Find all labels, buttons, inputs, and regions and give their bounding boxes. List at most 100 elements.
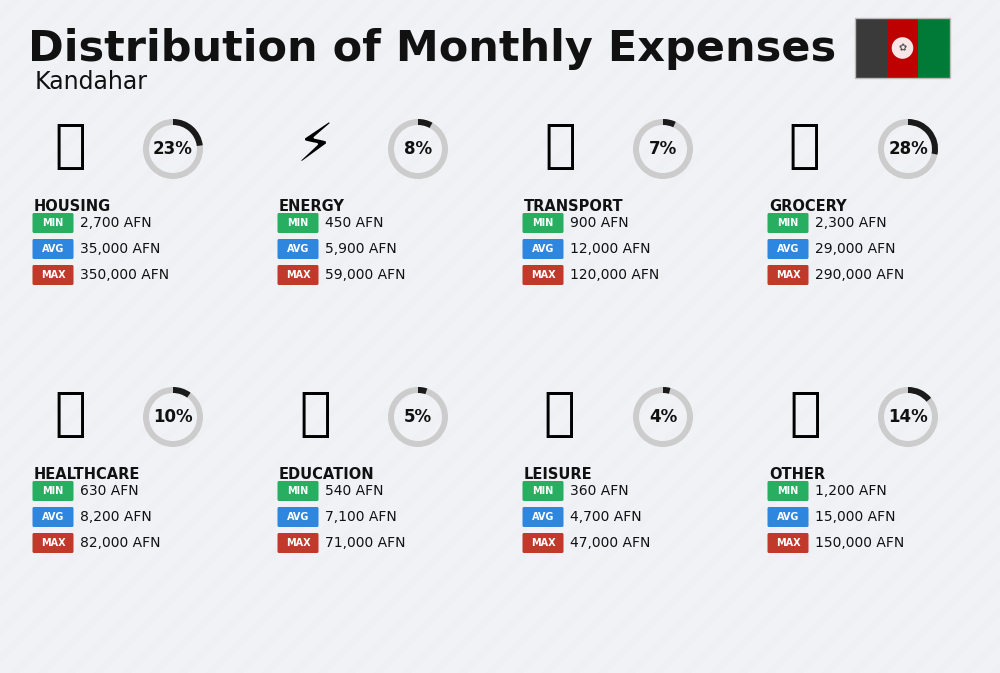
Text: MIN: MIN [532,218,554,228]
Text: 2,300 AFN: 2,300 AFN [815,216,887,230]
Circle shape [892,37,913,59]
FancyBboxPatch shape [522,481,564,501]
Text: 💰: 💰 [789,388,821,440]
Wedge shape [388,119,448,179]
Text: 🛍️: 🛍️ [789,120,821,172]
Text: MAX: MAX [531,270,555,280]
Wedge shape [633,387,693,447]
Text: 14%: 14% [888,408,928,426]
Text: 29,000 AFN: 29,000 AFN [815,242,896,256]
Text: 🚌: 🚌 [544,120,576,172]
FancyBboxPatch shape [768,533,808,553]
FancyBboxPatch shape [278,533,318,553]
Text: MIN: MIN [532,486,554,496]
FancyBboxPatch shape [32,265,74,285]
Text: ⚡: ⚡ [296,120,334,172]
FancyBboxPatch shape [522,507,564,527]
Text: 🎓: 🎓 [299,388,331,440]
Text: TRANSPORT: TRANSPORT [524,199,624,214]
Bar [887,18,918,78]
Wedge shape [388,387,448,447]
FancyBboxPatch shape [32,481,74,501]
Text: 1,200 AFN: 1,200 AFN [815,484,887,498]
Text: 23%: 23% [153,140,193,158]
Text: 🛍️: 🛍️ [544,388,576,440]
Text: 12,000 AFN: 12,000 AFN [570,242,650,256]
Text: 15,000 AFN: 15,000 AFN [815,510,896,524]
FancyBboxPatch shape [32,239,74,259]
Wedge shape [143,119,203,179]
Wedge shape [418,387,427,394]
Text: MAX: MAX [776,270,800,280]
Text: MAX: MAX [286,270,310,280]
Wedge shape [663,387,670,394]
Text: 71,000 AFN: 71,000 AFN [325,536,406,550]
Text: MIN: MIN [42,486,64,496]
Text: Kandahar: Kandahar [35,70,148,94]
Text: 10%: 10% [153,408,193,426]
Text: AVG: AVG [287,244,309,254]
Text: 120,000 AFN: 120,000 AFN [570,268,659,282]
FancyBboxPatch shape [278,507,318,527]
Wedge shape [908,387,931,402]
Text: 47,000 AFN: 47,000 AFN [570,536,650,550]
Text: 7%: 7% [649,140,677,158]
Wedge shape [418,119,432,128]
Text: MAX: MAX [41,270,65,280]
Text: OTHER: OTHER [769,467,825,482]
Text: 150,000 AFN: 150,000 AFN [815,536,904,550]
Text: MIN: MIN [287,218,309,228]
Text: AVG: AVG [42,512,64,522]
Text: 450 AFN: 450 AFN [325,216,384,230]
Text: EDUCATION: EDUCATION [279,467,375,482]
Wedge shape [143,387,203,447]
FancyBboxPatch shape [768,507,808,527]
Text: AVG: AVG [532,244,554,254]
Text: 🏢: 🏢 [54,120,86,172]
Text: MIN: MIN [42,218,64,228]
Text: 82,000 AFN: 82,000 AFN [80,536,160,550]
Text: 28%: 28% [888,140,928,158]
Text: 59,000 AFN: 59,000 AFN [325,268,406,282]
FancyBboxPatch shape [768,213,808,233]
Text: 8,200 AFN: 8,200 AFN [80,510,152,524]
Text: MAX: MAX [286,538,310,548]
FancyBboxPatch shape [768,265,808,285]
Text: MAX: MAX [776,538,800,548]
Wedge shape [878,119,938,179]
FancyBboxPatch shape [522,239,564,259]
Text: MIN: MIN [287,486,309,496]
FancyBboxPatch shape [522,213,564,233]
Text: Distribution of Monthly Expenses: Distribution of Monthly Expenses [28,28,836,70]
Text: 4%: 4% [649,408,677,426]
Bar [918,18,950,78]
Text: 8%: 8% [404,140,432,158]
Text: AVG: AVG [777,244,799,254]
Wedge shape [663,119,676,127]
Text: 5,900 AFN: 5,900 AFN [325,242,397,256]
Text: MIN: MIN [777,486,799,496]
Text: GROCERY: GROCERY [769,199,847,214]
Text: HEALTHCARE: HEALTHCARE [34,467,140,482]
Bar [855,18,950,78]
FancyBboxPatch shape [278,265,318,285]
FancyBboxPatch shape [522,533,564,553]
Wedge shape [878,387,938,447]
Text: AVG: AVG [777,512,799,522]
FancyBboxPatch shape [32,507,74,527]
Text: LEISURE: LEISURE [524,467,593,482]
Wedge shape [908,119,938,155]
Text: HOUSING: HOUSING [34,199,111,214]
Wedge shape [173,119,203,146]
Text: AVG: AVG [532,512,554,522]
Text: MIN: MIN [777,218,799,228]
Text: ✿: ✿ [898,43,907,53]
Text: 4,700 AFN: 4,700 AFN [570,510,642,524]
Text: MAX: MAX [531,538,555,548]
Text: 360 AFN: 360 AFN [570,484,629,498]
Text: 7,100 AFN: 7,100 AFN [325,510,397,524]
Text: AVG: AVG [42,244,64,254]
Text: 350,000 AFN: 350,000 AFN [80,268,169,282]
FancyBboxPatch shape [768,481,808,501]
FancyBboxPatch shape [768,239,808,259]
